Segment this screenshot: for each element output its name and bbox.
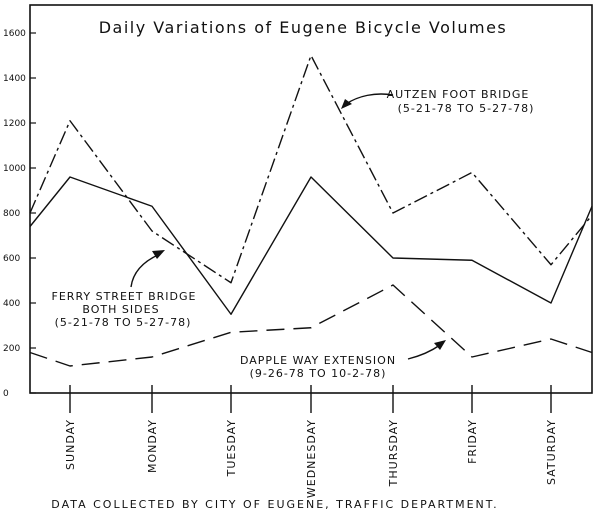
x-tick-label: SATURDAY [545, 419, 558, 485]
x-tick-label: FRIDAY [466, 419, 479, 464]
autzen-dates: (5-21-78 TO 5-27-78) [398, 102, 535, 115]
x-tick-label: SUNDAY [64, 419, 77, 470]
dapple-series-line [29, 284, 593, 367]
autzen-series-line [29, 54, 593, 284]
autzen-label: AUTZEN FOOT BRIDGE [387, 88, 530, 101]
y-tick-label: 1400 [3, 74, 26, 84]
ferry-dates: (5-21-78 TO 5-27-78) [55, 316, 192, 329]
y-tick-label: 800 [3, 209, 20, 219]
y-tick-label: 1600 [3, 29, 26, 39]
dapple-dates: (9-26-78 TO 10-2-78) [250, 367, 387, 380]
ferry-pointer-arrow [130, 253, 161, 288]
x-tick-label: WEDNESDAY [305, 419, 318, 498]
y-tick-label: 1200 [3, 119, 26, 129]
plot-frame [29, 4, 593, 394]
ferry-subtitle: BOTH SIDES [82, 303, 159, 316]
y-tick-label: 200 [3, 344, 20, 354]
chart-title: Daily Variations of Eugene Bicycle Volum… [99, 18, 508, 37]
dapple-pointer-arrow [407, 344, 441, 360]
dapple-label: DAPPLE WAY EXTENSION [240, 354, 396, 367]
footer-note: DATA COLLECTED BY CITY OF EUGENE, TRAFFI… [51, 498, 498, 511]
y-tick-label: 600 [3, 254, 20, 264]
autzen-pointer-head [341, 99, 352, 109]
y-tick-label: 1000 [3, 164, 26, 174]
y-tick-label: 0 [3, 389, 9, 399]
x-tick-label: MONDAY [146, 419, 159, 473]
x-tick-label: TUESDAY [225, 419, 238, 477]
ferry-pointer-head [152, 250, 165, 259]
ferry-label: FERRY STREET BRIDGE [52, 290, 197, 303]
dapple-pointer-head [434, 340, 446, 350]
x-tick-label: THURSDAY [387, 419, 400, 487]
ferry-series-line [29, 176, 593, 315]
y-tick-label: 400 [3, 299, 20, 309]
